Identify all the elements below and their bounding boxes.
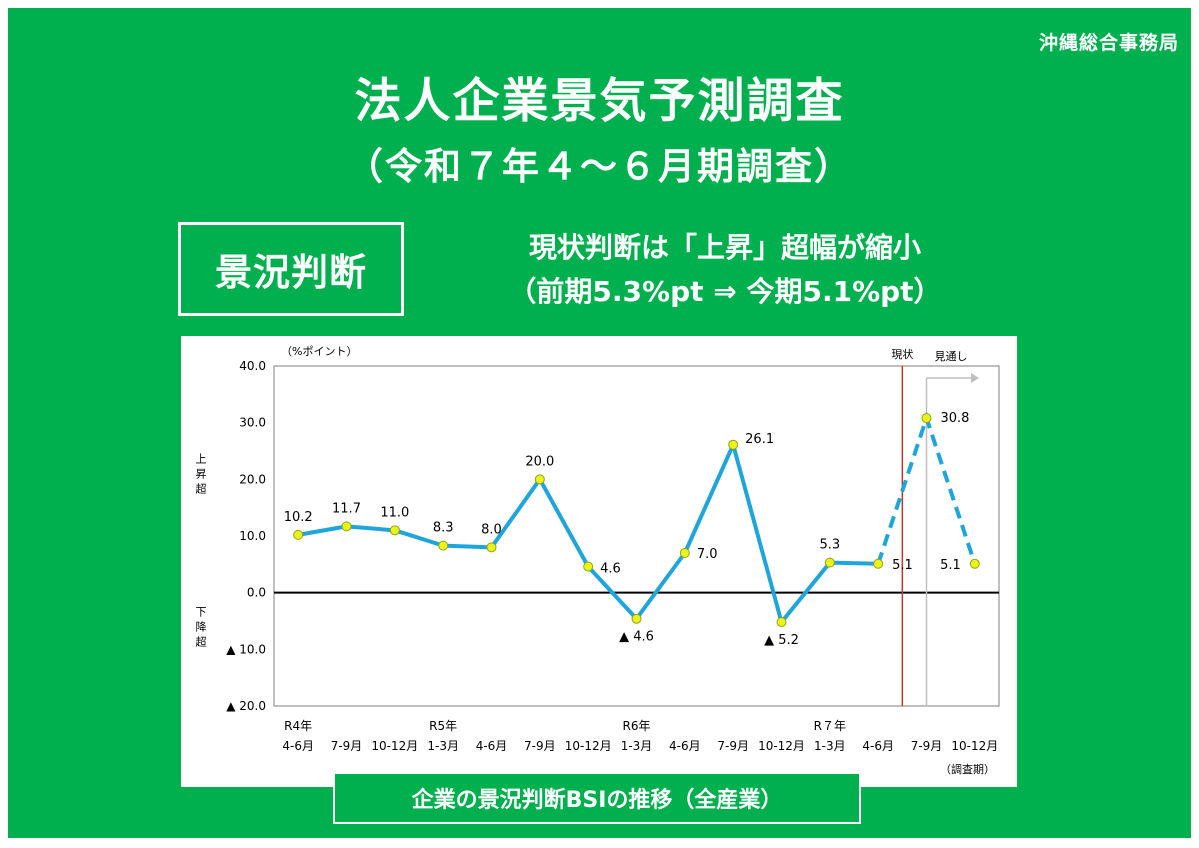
y-tick-label: ▲ 10.0 [226,642,266,656]
x-axis-note: （調査期） [940,762,995,776]
x-tick-label: 10-12月 [758,739,805,753]
chart-area: 40.0 30.0 20.0 10.0 0.0 ▲ 10.0 ▲ 20.0 （%ポイント） 上昇… [181,336,1017,787]
x-tick-label: 10-12月 [951,739,998,753]
organization-label: 沖縄総合事務局 [1038,32,1179,54]
y-tick-label: 20.0 [239,472,266,486]
y-side-label-up: 昇 [196,467,207,480]
data-point [824,557,835,568]
data-point [679,548,690,558]
y-tick-label: 40.0 [239,359,266,373]
plot-frame [273,365,1000,707]
x-tick-label: 7-9月 [717,739,749,753]
headline-line1: 現状判断は「上昇」超幅が縮小 [528,231,921,264]
x-year-label: R6年 [623,719,651,733]
y-unit-label: （%ポイント） [281,345,357,358]
x-year-label: R4年 [284,719,312,733]
data-point [969,558,980,569]
data-point [921,413,932,424]
x-tick-label: 4-6月 [669,739,701,753]
data-point [728,439,739,450]
x-tick-label: 4-6月 [282,739,314,753]
data-label: 8.0 [481,522,502,537]
bsi-line-chart: 40.0 30.0 20.0 10.0 0.0 ▲ 10.0 ▲ 20.0 （%ポイント） 上昇… [196,345,1000,776]
x-tick-label: 10-12月 [565,739,612,753]
data-label: 7.0 [697,547,718,562]
data-label: ▲ 5.2 [764,633,799,648]
data-point [534,474,545,485]
section-badge: 景況判断 [178,222,404,316]
data-label: 4.6 [600,562,621,577]
x-tick-label: 1-3月 [427,739,459,753]
x-tick-label: 7-9月 [524,739,556,753]
data-point [873,558,884,569]
page-title: 法人企業景気予測調査 [354,74,845,129]
data-label: 20.0 [525,454,554,469]
x-tick-label: 1-3月 [814,739,846,753]
data-point [438,540,449,551]
y-tick-label: 30.0 [239,416,266,430]
y-side-label-down: 下 [196,605,207,618]
x-tick-label: 7-9月 [331,739,363,753]
x-tick-label: 4-6月 [476,739,508,753]
forecast-arrow-head [971,373,979,383]
headline-line2: （前期5.3%pt ⇒ 今期5.1%pt） [508,275,942,308]
data-label: 26.1 [745,432,774,447]
x-tick-label: 1-3月 [621,739,653,753]
series-line-actual [297,442,879,625]
data-label: 8.3 [433,521,454,536]
page-subtitle: （令和７年４～６月期調査） [346,145,853,188]
data-point [389,525,400,536]
data-label: 11.7 [332,501,361,516]
y-tick-label: ▲ 20.0 [226,699,266,713]
x-tick-label: 7-9月 [911,739,943,753]
data-label: 10.2 [284,510,313,525]
x-year-label: R5年 [429,719,457,733]
data-point [631,613,642,624]
current-label: 現状 [891,347,913,361]
data-point [776,617,787,628]
x-tick-label: 4-6月 [862,739,894,753]
x-year-label: R７年 [814,719,846,733]
y-side-label-up: 上 [196,452,207,465]
data-label: 5.3 [819,538,840,553]
y-side-label-down: 超 [196,634,207,648]
data-label: 11.0 [380,505,409,520]
chart-caption: 企業の景況判断BSIの推移（全産業） [333,772,861,824]
data-label: 5.1 [940,558,961,573]
y-tick-label: 0.0 [247,586,266,600]
x-tick-label: 10-12月 [371,739,418,753]
data-point [583,561,594,572]
forecast-label: 見通し [935,350,968,363]
data-point [293,529,304,540]
y-tick-label: 10.0 [239,529,266,543]
data-point [486,542,497,553]
data-label: ▲ 4.6 [619,630,654,645]
y-side-label-up: 超 [196,481,207,495]
data-label: 5.1 [892,558,913,573]
data-point [341,521,352,532]
data-label: 30.8 [941,411,970,426]
y-side-label-down: 降 [196,619,207,633]
